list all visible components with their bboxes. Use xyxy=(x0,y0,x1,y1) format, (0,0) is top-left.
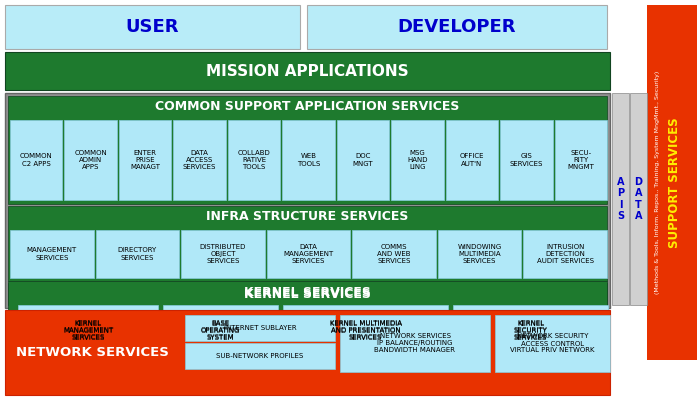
Bar xyxy=(8,281,607,357)
Bar xyxy=(163,305,278,355)
Bar xyxy=(337,120,389,200)
Bar xyxy=(267,230,350,278)
Text: KERNEL SERVICES: KERNEL SERVICES xyxy=(244,286,371,298)
Text: WINDOWING
MULTIMEDIA
SERVICES: WINDOWING MULTIMEDIA SERVICES xyxy=(458,244,502,264)
Text: MANAGEMENT
SERVICES: MANAGEMENT SERVICES xyxy=(27,248,77,260)
Bar xyxy=(96,230,179,278)
Bar xyxy=(446,120,498,200)
Text: USER: USER xyxy=(126,18,179,36)
Bar xyxy=(391,120,444,200)
Text: NETWORK SECURITY
ACCESS CONTROL
VIRTUAL PRIV NETWORK: NETWORK SECURITY ACCESS CONTROL VIRTUAL … xyxy=(510,334,595,354)
Bar xyxy=(283,307,448,355)
Bar xyxy=(10,120,62,200)
Text: DISTRIBUTED
OBJECT
SERVICES: DISTRIBUTED OBJECT SERVICES xyxy=(199,244,246,264)
Text: COMMON
C2 APPS: COMMON C2 APPS xyxy=(20,154,52,166)
Bar xyxy=(185,315,335,341)
Text: BASE
OPERATING
SYSTEM: BASE OPERATING SYSTEM xyxy=(201,321,240,341)
Bar xyxy=(352,230,436,278)
Bar xyxy=(228,120,280,200)
Bar xyxy=(282,120,335,200)
Text: SECU-
RITY
MNGMT: SECU- RITY MNGMT xyxy=(567,150,594,170)
Bar xyxy=(181,230,265,278)
Bar xyxy=(64,120,117,200)
Text: INFRA STRUCTURE SERVICES: INFRA STRUCTURE SERVICES xyxy=(206,210,409,224)
Text: WEB
TOOLS: WEB TOOLS xyxy=(297,154,320,166)
Bar xyxy=(554,120,607,200)
Text: KERNEL
SECURITY
SERVICES: KERNEL SECURITY SERVICES xyxy=(514,320,547,340)
Text: ENTER
PRISE
MANAGT: ENTER PRISE MANAGT xyxy=(130,150,160,170)
Text: (Methods & Tools, Inform. Repos., Training, System MngMmt., Security): (Methods & Tools, Inform. Repos., Traini… xyxy=(654,71,659,294)
Bar xyxy=(283,305,448,355)
Text: COMMS
AND WEB
SERVICES: COMMS AND WEB SERVICES xyxy=(377,244,411,264)
Bar xyxy=(163,307,278,355)
Bar xyxy=(453,307,608,355)
Text: INTERNET SUBLAYER: INTERNET SUBLAYER xyxy=(224,325,296,331)
Text: KERNEL
SECURITY
SERVICES: KERNEL SECURITY SERVICES xyxy=(514,321,547,341)
Bar xyxy=(307,5,607,49)
Bar xyxy=(18,307,158,355)
Bar xyxy=(453,305,608,355)
Bar xyxy=(5,5,300,49)
Bar xyxy=(8,206,607,281)
Bar xyxy=(500,120,552,200)
Bar xyxy=(185,343,335,369)
Bar xyxy=(438,230,522,278)
Bar xyxy=(18,305,158,355)
Bar xyxy=(647,5,697,360)
Text: DATA
MANAGEMENT
SERVICES: DATA MANAGEMENT SERVICES xyxy=(284,244,334,264)
Text: A
P
I
S: A P I S xyxy=(617,177,624,222)
Bar xyxy=(8,96,607,204)
Text: SUB-NETWORK PROFILES: SUB-NETWORK PROFILES xyxy=(216,353,304,359)
Bar xyxy=(612,93,629,305)
Bar xyxy=(119,120,172,200)
Text: KERNEL SERVICES: KERNEL SERVICES xyxy=(244,288,371,300)
Text: COMMON
ADMIN
APPS: COMMON ADMIN APPS xyxy=(74,150,107,170)
Text: INTRUSION
DETECTION
AUDIT SERVICES: INTRUSION DETECTION AUDIT SERVICES xyxy=(537,244,594,264)
Bar xyxy=(8,283,607,305)
Text: DOC
MNGT: DOC MNGT xyxy=(353,154,373,166)
Text: NETWORK SERVICES: NETWORK SERVICES xyxy=(16,346,169,359)
Text: KERNEL
MANAGEMENT
SERVICES: KERNEL MANAGEMENT SERVICES xyxy=(63,320,113,340)
Text: MSG
HAND
LING: MSG HAND LING xyxy=(407,150,428,170)
Bar xyxy=(5,310,610,395)
Bar xyxy=(5,93,610,308)
Text: SUPPORT SERVICES: SUPPORT SERVICES xyxy=(668,117,681,248)
Text: GIS
SERVICES: GIS SERVICES xyxy=(510,154,543,166)
Bar xyxy=(5,52,610,90)
Text: KERNEL MULTIMEDIA
AND PRESENTATION
SERVICES: KERNEL MULTIMEDIA AND PRESENTATION SERVI… xyxy=(330,320,402,340)
Bar xyxy=(524,230,607,278)
Bar xyxy=(495,315,610,372)
Text: DATA
ACCESS
SERVICES: DATA ACCESS SERVICES xyxy=(183,150,216,170)
Text: DIRECTORY
SERVICES: DIRECTORY SERVICES xyxy=(118,248,157,260)
Text: KERNEL
MANAGEMENT
SERVICES: KERNEL MANAGEMENT SERVICES xyxy=(63,321,113,341)
Text: OFFICE
AUT'N: OFFICE AUT'N xyxy=(460,154,484,166)
Text: COMMON SUPPORT APPLICATION SERVICES: COMMON SUPPORT APPLICATION SERVICES xyxy=(155,100,460,114)
Text: KERNEL MULTIMEDIA
AND PRESENTATION
SERVICES: KERNEL MULTIMEDIA AND PRESENTATION SERVI… xyxy=(330,321,402,341)
Text: MISSION APPLICATIONS: MISSION APPLICATIONS xyxy=(206,64,409,78)
Text: NETWORK SERVICES
IP BALANCE/ROUTING
BANDWIDTH MANAGER: NETWORK SERVICES IP BALANCE/ROUTING BAND… xyxy=(374,334,456,354)
Text: DEVELOPER: DEVELOPER xyxy=(398,18,517,36)
Text: BASE
OPERATING
SYSTEM: BASE OPERATING SYSTEM xyxy=(201,320,240,340)
Text: D
A
T
A: D A T A xyxy=(634,177,643,222)
Bar xyxy=(174,120,226,200)
Text: COLLABD
RATIVE
TOOLS: COLLABD RATIVE TOOLS xyxy=(238,150,270,170)
Bar xyxy=(630,93,647,305)
Bar xyxy=(10,230,94,278)
Bar xyxy=(340,315,490,372)
